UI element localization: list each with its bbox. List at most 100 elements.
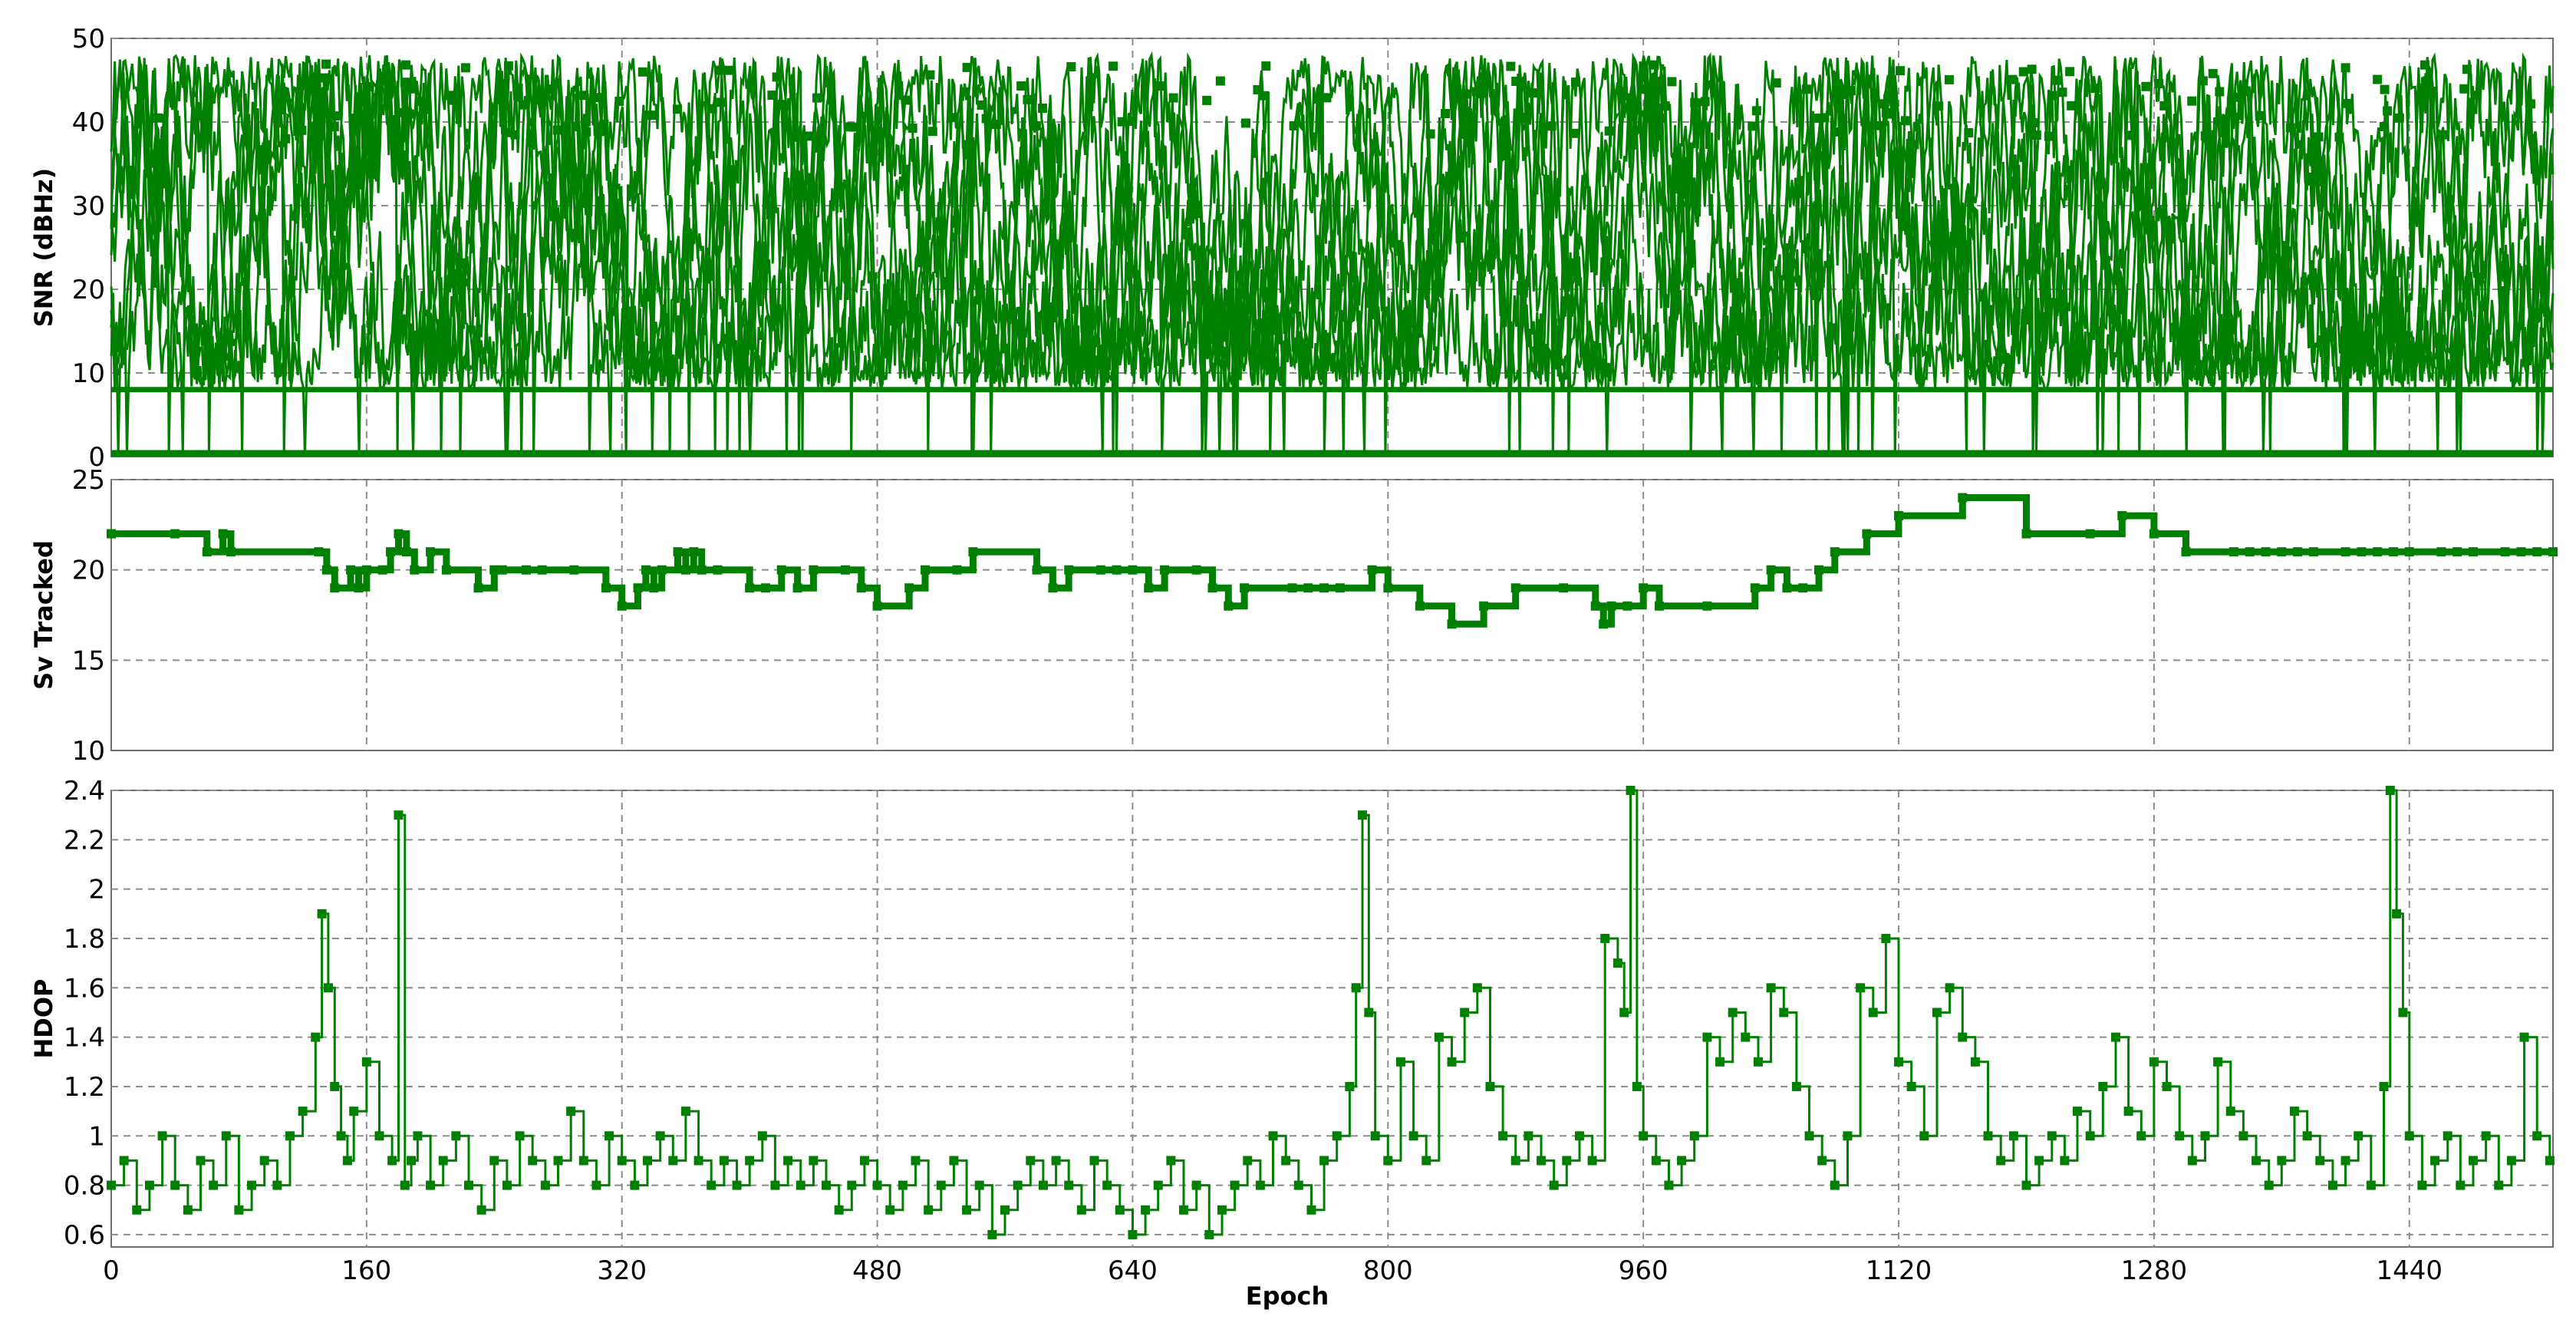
data-point — [952, 565, 962, 575]
data-point — [2027, 64, 2037, 74]
data-point — [1345, 1081, 1355, 1091]
data-point — [872, 601, 882, 611]
data-point — [170, 529, 180, 539]
data-point — [513, 92, 523, 102]
data-point — [2293, 547, 2303, 557]
data-point — [298, 1107, 308, 1117]
data-point — [1843, 1131, 1853, 1141]
data-point — [872, 1180, 882, 1190]
data-point — [2340, 63, 2350, 73]
panel-1: 0 10 20 30 40 50 SNR (dBHz) — [29, 24, 2555, 473]
data-point — [2149, 1057, 2159, 1067]
data-point — [1766, 983, 1776, 993]
data-point — [1115, 1205, 1125, 1215]
data-point — [1066, 61, 1076, 71]
data-point — [1141, 1205, 1151, 1215]
data-point — [1862, 529, 1872, 539]
data-point — [1395, 1057, 1405, 1067]
data-point — [1820, 113, 1830, 123]
data-point — [259, 1156, 269, 1166]
data-point — [170, 1180, 180, 1190]
data-point — [1660, 101, 1670, 111]
data-point — [1259, 91, 1269, 101]
data-point — [1632, 105, 1642, 115]
data-point — [1506, 61, 1516, 71]
data-point — [617, 601, 627, 611]
data-point — [386, 547, 396, 557]
data-point — [1332, 1131, 1342, 1141]
data-point — [401, 547, 411, 557]
data-point — [1612, 958, 1622, 968]
data-point — [2398, 1008, 2408, 1018]
data-point — [643, 1156, 653, 1166]
data-point — [1240, 583, 1250, 593]
data-point — [904, 583, 914, 593]
data-point — [898, 1180, 908, 1190]
data-point — [776, 100, 786, 110]
data-point — [1766, 565, 1776, 575]
data-point — [1048, 583, 1058, 593]
x-tick-label: 1440 — [2376, 1255, 2443, 1286]
data-point — [502, 127, 512, 137]
data-point — [1606, 601, 1616, 611]
data-point — [2462, 64, 2472, 74]
data-point — [1268, 1131, 1278, 1141]
data-point — [1155, 81, 1165, 91]
data-point — [1000, 1205, 1010, 1215]
data-point — [1479, 601, 1489, 611]
data-point — [1287, 583, 1297, 593]
data-point — [394, 529, 404, 539]
data-point — [546, 84, 556, 94]
data-point — [519, 100, 529, 110]
data-point — [1472, 983, 1482, 993]
data-point — [856, 583, 866, 593]
data-point — [668, 1156, 678, 1166]
data-point — [1191, 1180, 1201, 1190]
data-point — [297, 125, 307, 135]
data-point — [311, 1032, 321, 1042]
data-point — [2343, 98, 2353, 108]
data-point — [1856, 983, 1866, 993]
data-point — [1023, 94, 1033, 104]
data-point — [448, 95, 458, 105]
data-point — [2154, 78, 2164, 88]
data-point — [1367, 565, 1377, 575]
data-point — [281, 134, 291, 143]
data-point — [552, 125, 562, 135]
data-point — [732, 1180, 742, 1190]
data-point — [2532, 1131, 2542, 1141]
x-tick-label: 320 — [597, 1255, 647, 1286]
data-point — [1639, 583, 1649, 593]
data-point — [901, 95, 911, 105]
data-point — [649, 110, 659, 120]
data-point — [2225, 1107, 2235, 1117]
data-point — [1434, 1032, 1444, 1042]
data-point — [1064, 1180, 1074, 1190]
data-point — [497, 565, 507, 575]
data-point — [2366, 1180, 2376, 1190]
data-point — [1570, 78, 1580, 87]
data-point — [949, 1156, 959, 1166]
data-point — [2008, 74, 2018, 84]
data-point — [285, 1131, 295, 1141]
plot-frame — [110, 790, 2554, 1248]
data-point — [1128, 565, 1138, 575]
data-point — [1894, 511, 1904, 521]
data-point — [2436, 547, 2446, 557]
data-point — [1153, 1180, 1163, 1190]
data-point — [2373, 547, 2383, 557]
data-point — [641, 565, 651, 575]
y-tick-label: 1.8 — [64, 924, 105, 955]
y-axis-title: SNR (dBHz) — [29, 168, 58, 328]
data-point — [1215, 76, 1225, 86]
y-tick-label: 10 — [72, 736, 105, 767]
data-point — [2047, 1131, 2057, 1141]
data-point — [1547, 121, 1556, 131]
data-point — [792, 583, 802, 593]
data-point — [2443, 1131, 2452, 1141]
data-point — [2110, 1032, 2120, 1042]
data-point — [1128, 1229, 1138, 1239]
data-point — [308, 122, 318, 132]
data-point — [745, 1156, 755, 1166]
